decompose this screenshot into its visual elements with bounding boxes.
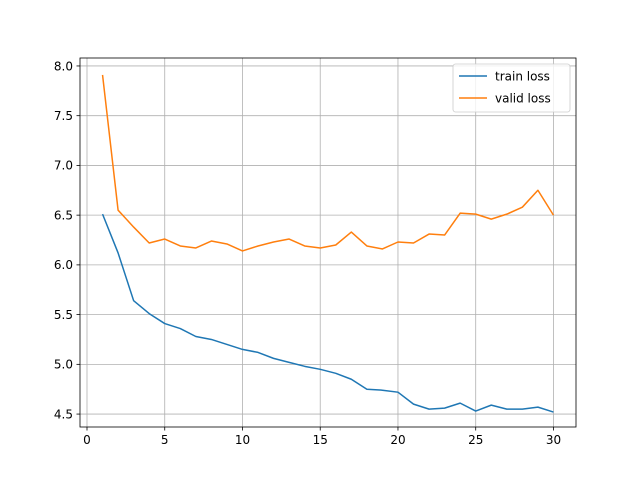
x-tick-label: 5 (161, 433, 169, 447)
series-lines (101, 74, 555, 413)
x-tick-label: 25 (468, 433, 483, 447)
x-tick-label: 10 (235, 433, 250, 447)
train-loss-line (101, 213, 554, 413)
valid-loss-line (101, 74, 555, 252)
x-tick-label: 0 (83, 433, 91, 447)
legend-label: train loss (495, 69, 550, 83)
y-tick-label: 7.0 (54, 159, 73, 173)
plot-frame (79, 57, 577, 428)
y-tick-label: 4.5 (54, 407, 73, 421)
y-tick-label: 6.0 (54, 258, 73, 272)
x-tick-label: 30 (546, 433, 561, 447)
y-tick-label: 8.0 (54, 59, 73, 73)
y-axis: 4.5 5.0 5.5 6.0 6.5 7.0 7.5 8.0 (54, 59, 80, 421)
x-axis: 0 5 10 15 20 25 30 (83, 427, 561, 447)
y-tick-label: 6.5 (54, 208, 73, 222)
x-tick-label: 20 (390, 433, 405, 447)
grid (80, 58, 576, 427)
y-tick-label: 5.0 (54, 358, 73, 372)
x-tick-label: 15 (313, 433, 328, 447)
legend: train loss valid loss (452, 63, 571, 113)
legend-label: valid loss (495, 91, 551, 105)
y-tick-label: 7.5 (54, 109, 73, 123)
y-tick-label: 5.5 (54, 308, 73, 322)
